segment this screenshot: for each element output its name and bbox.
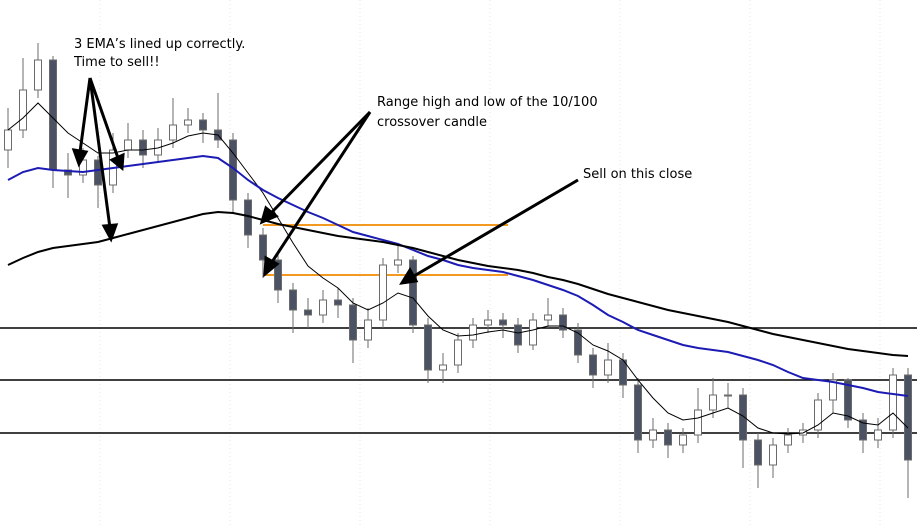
candle-body — [124, 139, 132, 151]
candle-body — [424, 324, 432, 371]
candle-body — [334, 299, 342, 306]
candle-body — [739, 394, 747, 441]
candle-body — [349, 304, 357, 341]
candle-body — [604, 359, 612, 376]
candle-body — [724, 394, 732, 397]
candle-body — [169, 124, 177, 141]
candle-body — [844, 379, 852, 421]
background-grid — [99, 0, 881, 528]
candle-body — [289, 289, 297, 311]
candle-body — [664, 429, 672, 446]
candle-body — [304, 309, 312, 316]
candle-body — [904, 374, 912, 461]
candle-body — [769, 444, 777, 466]
candle-body — [34, 59, 42, 91]
candle-body — [784, 434, 792, 446]
candle-body — [319, 299, 327, 316]
candle-body — [859, 419, 867, 441]
candle-body — [199, 119, 207, 131]
annotation-arrows — [71, 77, 579, 285]
candle-body — [874, 429, 882, 441]
candle-body — [814, 399, 822, 431]
candle-body — [469, 324, 477, 341]
candle-body — [454, 339, 462, 366]
candle-body — [589, 354, 597, 376]
candle-body — [409, 259, 417, 326]
annotation-text: crossover candle — [377, 115, 487, 130]
candle-body — [394, 259, 402, 266]
plot — [0, 43, 917, 498]
annotation-text: 3 EMA’s lined up correctly. — [74, 37, 245, 52]
ema-line — [7, 154, 909, 397]
candle-body — [634, 384, 642, 441]
candle-body — [574, 329, 582, 356]
candle-body — [484, 319, 492, 326]
candle-body — [4, 129, 12, 151]
ema-line — [7, 210, 909, 357]
candle-body — [379, 264, 387, 321]
candle-body — [139, 139, 147, 156]
candle-body — [529, 319, 537, 346]
candle-body — [829, 379, 837, 401]
annotation-text: Range high and low of the 10/100 — [377, 95, 598, 110]
annotation-text: Time to sell!! — [73, 55, 160, 70]
candle-body — [514, 324, 522, 346]
annotation-text: Sell on this close — [583, 167, 692, 182]
candle-body — [754, 439, 762, 466]
candle-body — [709, 394, 717, 411]
candle-body — [274, 259, 282, 291]
candle-body — [19, 89, 27, 131]
candle-body — [889, 374, 897, 431]
candle-body — [649, 429, 657, 441]
candle-body — [499, 319, 507, 326]
candle-body — [544, 314, 552, 321]
candle-body — [364, 319, 372, 341]
candle-body — [559, 314, 567, 331]
candle-body — [694, 409, 702, 436]
candle-body — [259, 234, 267, 261]
candle-body — [679, 434, 687, 446]
candle-body — [184, 119, 192, 126]
ema-line — [7, 102, 909, 435]
candle-body — [439, 364, 447, 371]
